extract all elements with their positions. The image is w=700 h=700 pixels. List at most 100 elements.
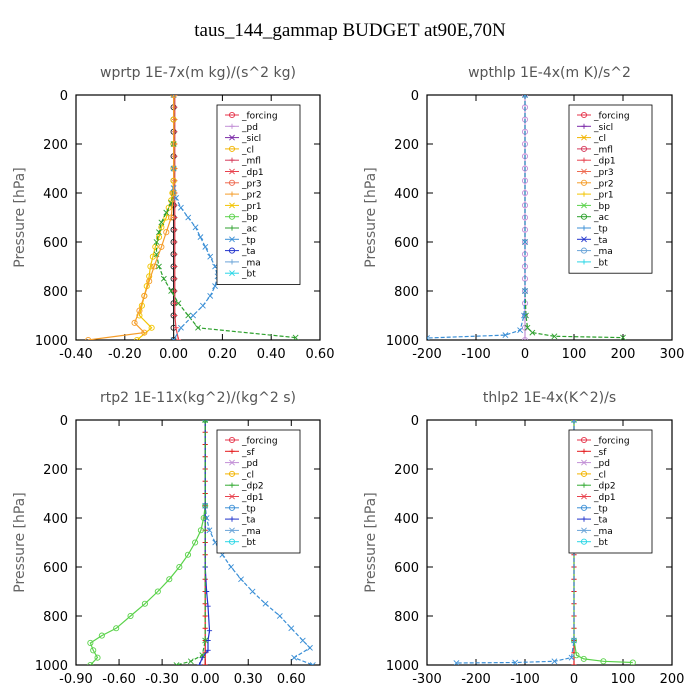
data-point — [154, 588, 161, 595]
data-point — [521, 177, 529, 184]
y-tick-label: 800 — [43, 285, 68, 300]
y-tick-label: 800 — [394, 285, 419, 300]
series-group — [427, 95, 626, 340]
data-point — [205, 637, 211, 644]
data-point — [141, 600, 148, 607]
series-line-ac — [524, 95, 624, 339]
data-point — [291, 654, 298, 661]
legend-label: _cl — [241, 470, 254, 480]
data-point — [521, 312, 529, 319]
data-point — [168, 288, 175, 294]
y-tick-label: 0 — [411, 89, 419, 104]
legend-label: _tp — [593, 225, 608, 235]
y-axis-label: Pressure [hPa] — [12, 492, 28, 592]
y-tick-label: 800 — [394, 610, 419, 625]
legend-marker — [580, 436, 588, 444]
data-point — [521, 312, 527, 319]
legend-marker — [228, 145, 236, 152]
data-point — [90, 647, 97, 654]
y-axis-label: Pressure [hPa] — [12, 167, 28, 267]
data-point — [620, 334, 626, 340]
legend-label: _tp — [593, 504, 608, 514]
legend-label: _ta — [241, 516, 256, 526]
y-tick-label: 0 — [411, 414, 419, 429]
data-point — [170, 189, 177, 197]
data-point — [521, 189, 529, 197]
panel-title: rtp2 1E-11x(kg^2)/(kg^2 s) — [100, 390, 296, 406]
data-point — [206, 527, 213, 534]
legend-label: _pr2 — [241, 191, 262, 201]
y-tick-label: 200 — [394, 463, 419, 478]
data-point — [502, 332, 509, 339]
x-tick-label: -100 — [510, 672, 540, 687]
x-tick-label: -0.30 — [145, 672, 179, 687]
data-point — [568, 654, 575, 661]
legend-label: _bt — [241, 538, 256, 548]
legend-marker — [229, 459, 235, 466]
data-point — [192, 224, 199, 231]
legend-marker — [581, 191, 587, 197]
series-line-pr2 — [88, 95, 175, 340]
data-point — [192, 539, 199, 546]
data-point — [175, 337, 182, 340]
legend-label: _ma — [593, 527, 613, 537]
legend-label: _forcing — [593, 112, 630, 122]
data-point — [427, 335, 430, 340]
data-point — [158, 243, 165, 250]
legend-marker — [581, 202, 587, 209]
data-point — [151, 263, 158, 270]
data-point — [551, 333, 558, 340]
data-point — [517, 327, 524, 334]
data-point — [153, 239, 160, 245]
data-point — [184, 551, 192, 558]
legend-label: _pr3 — [593, 168, 614, 178]
legend-label: _bp — [241, 213, 258, 223]
y-axis-label: Pressure [hPa] — [363, 492, 379, 592]
data-point — [149, 253, 156, 260]
legend-marker — [581, 516, 587, 522]
data-point — [551, 658, 558, 665]
data-point — [98, 632, 105, 639]
y-tick-label: 1000 — [386, 659, 419, 674]
legend-marker — [228, 504, 236, 511]
legend-label: _sf — [241, 448, 255, 458]
data-point — [156, 263, 162, 270]
legend-label: _dp1 — [593, 157, 616, 167]
legend-marker — [580, 213, 588, 220]
legend-label: _cl — [241, 145, 254, 155]
data-point — [262, 600, 269, 607]
chart-panel-3: rtp2 1E-11x(kg^2)/(kg^2 s) Pressure [hPa]… — [12, 390, 321, 687]
y-tick-label: 1000 — [386, 334, 419, 349]
legend-marker — [581, 157, 587, 163]
data-point — [196, 662, 203, 665]
legend-marker — [229, 191, 235, 197]
data-point — [173, 194, 179, 201]
legend-label: _ta — [593, 516, 608, 526]
legend-label: _cl — [593, 470, 606, 480]
data-point — [185, 312, 192, 319]
data-point — [163, 229, 170, 236]
legend-label: _ac — [241, 225, 257, 235]
legend-label: _forcing — [593, 437, 630, 447]
legend-box — [568, 104, 653, 274]
legend-marker — [580, 179, 588, 186]
data-point — [207, 292, 214, 299]
y-tick-label: 400 — [394, 512, 419, 527]
series-line-tp — [456, 420, 575, 664]
data-point — [600, 658, 607, 665]
data-point — [173, 325, 179, 331]
data-point — [202, 662, 208, 665]
panel-title: thlp2 1E-4x(K^2)/s — [483, 390, 616, 406]
legend-label: _bt — [241, 270, 256, 280]
data-point — [133, 336, 141, 340]
legend-label: _dp2 — [593, 482, 616, 492]
legend-label: _pr1 — [241, 202, 262, 212]
data-point — [146, 278, 153, 285]
data-point — [228, 564, 234, 570]
legend-label: _dp1 — [241, 168, 264, 178]
legend-label: _bp — [593, 202, 610, 212]
plot-frame — [75, 94, 321, 341]
legend-label: _ma — [241, 258, 261, 268]
legend-label: _pd — [241, 123, 258, 133]
data-point — [522, 95, 528, 98]
